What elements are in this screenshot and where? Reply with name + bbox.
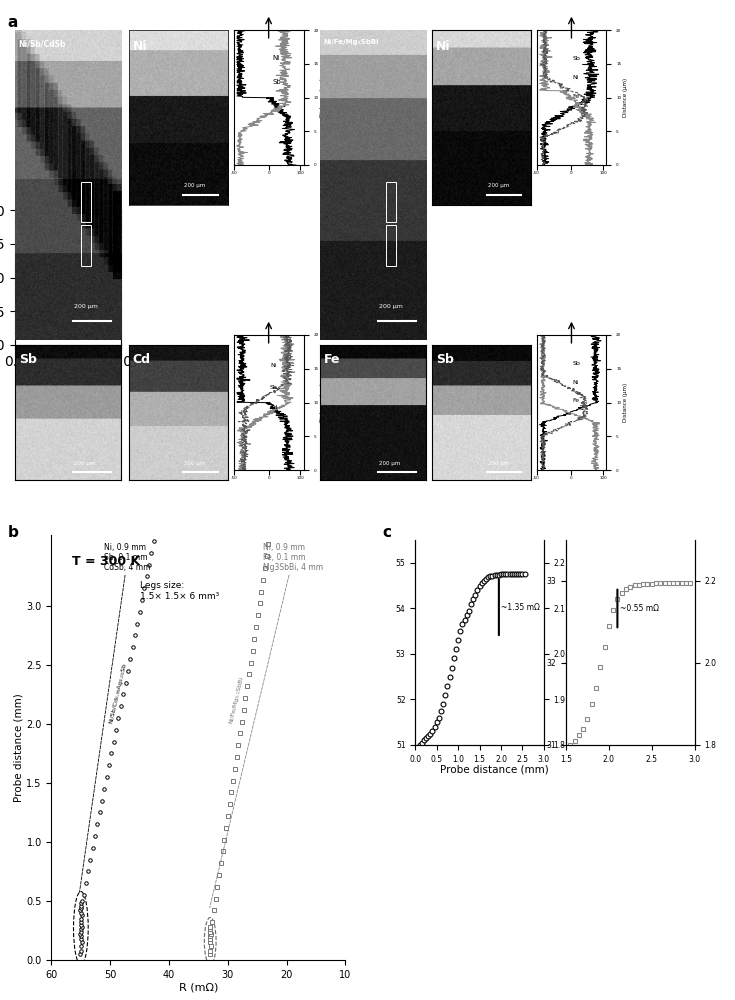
Bar (81, 225, 91, 266)
Text: Ni: Ni (270, 363, 276, 368)
Y-axis label: Distance (μm): Distance (μm) (320, 78, 325, 117)
Text: ~0.55 mΩ: ~0.55 mΩ (620, 604, 659, 613)
Text: Ni/Sb/CdSb: Ni/Sb/CdSb (18, 39, 65, 48)
Text: Ni, 0.9 mm
Fe, 0.1 mm
Mg3SbBi, 4 mm: Ni, 0.9 mm Fe, 0.1 mm Mg3SbBi, 4 mm (209, 543, 323, 908)
Text: c: c (382, 525, 391, 540)
Text: ~1.35 mΩ: ~1.35 mΩ (501, 603, 540, 612)
Text: Cd: Cd (270, 405, 279, 410)
Text: 200 μm: 200 μm (488, 462, 509, 466)
Bar (386, 225, 396, 266)
Text: Fe: Fe (324, 353, 340, 366)
Text: Ni: Ni (272, 55, 279, 61)
Text: Ni/Fe/Mg₃.₁SbBi: Ni/Fe/Mg₃.₁SbBi (229, 676, 245, 724)
Text: Fe: Fe (573, 94, 580, 99)
Text: T = 300 K: T = 300 K (72, 555, 140, 568)
Text: Ni: Ni (573, 380, 579, 385)
Text: a: a (7, 15, 18, 30)
Text: Ni: Ni (132, 40, 147, 53)
Text: Sb: Sb (436, 353, 454, 366)
Text: Fe: Fe (573, 398, 580, 403)
Text: 200 μm: 200 μm (74, 462, 96, 466)
Text: Sb: Sb (270, 385, 278, 390)
Y-axis label: Distance (μm): Distance (μm) (623, 78, 628, 117)
Text: Cd: Cd (132, 353, 151, 366)
Text: 200 μm: 200 μm (379, 462, 401, 466)
Text: 200 μm: 200 μm (488, 182, 509, 188)
Y-axis label: Distance (μm): Distance (μm) (623, 383, 628, 422)
X-axis label: R (mΩ): R (mΩ) (179, 982, 218, 992)
Bar (81, 182, 91, 222)
Text: Ni: Ni (573, 75, 579, 80)
Text: 200 μm: 200 μm (184, 462, 206, 466)
Y-axis label: Distance (μm): Distance (μm) (320, 383, 325, 422)
Text: Sb: Sb (573, 361, 581, 366)
Text: Ni, 0.9 mm
Sb, 0.1 mm
CdSb, 4 mm: Ni, 0.9 mm Sb, 0.1 mm CdSb, 4 mm (79, 543, 151, 892)
Text: Sb: Sb (573, 56, 581, 61)
Text: Ni: Ni (436, 40, 451, 53)
Text: 200 μm: 200 μm (184, 182, 206, 188)
Text: 200 μm: 200 μm (74, 304, 98, 309)
Bar (386, 182, 396, 222)
Text: Legs size:
1.5× 1.5× 6 mm³: Legs size: 1.5× 1.5× 6 mm³ (140, 581, 219, 601)
Text: Probe distance (mm): Probe distance (mm) (440, 765, 549, 775)
Text: Sb: Sb (272, 79, 281, 85)
Y-axis label: Probe distance (mm): Probe distance (mm) (13, 693, 24, 802)
Text: b: b (7, 525, 18, 540)
Text: Ni/Fe/Mg₃SbBi: Ni/Fe/Mg₃SbBi (323, 39, 379, 45)
Text: Sb: Sb (19, 353, 37, 366)
Text: Ni/Sb/Cd₀.₉₉Ag₀.₀₁Sb: Ni/Sb/Cd₀.₉₉Ag₀.₀₁Sb (108, 662, 127, 724)
Text: 200 μm: 200 μm (379, 304, 404, 309)
